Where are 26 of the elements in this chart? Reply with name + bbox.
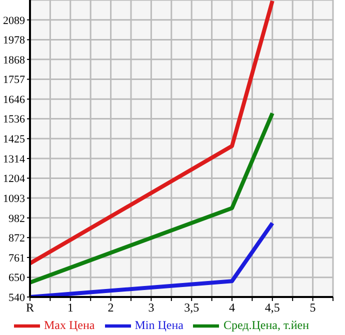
x-tick-label: 5	[310, 300, 316, 315]
y-tick-label: 872	[8, 232, 25, 245]
legend-label: Сред.Цена, т.йен	[223, 318, 310, 332]
y-tick-label: 1757	[3, 74, 26, 86]
y-tick-label: 1314	[3, 153, 26, 166]
x-tick-label: 3,5	[184, 300, 200, 315]
y-tick-label: 1978	[3, 34, 26, 47]
y-tick-label: 2089	[3, 14, 26, 27]
y-tick-label: 1536	[3, 114, 26, 126]
x-tick-label: 1	[67, 300, 74, 315]
y-tick-label: 1093	[3, 192, 26, 205]
x-tick-label: 4	[229, 300, 235, 315]
y-tick-label: 1204	[3, 173, 26, 186]
y-tick-label: 1425	[3, 134, 26, 146]
x-tick-label: 2	[108, 300, 114, 315]
x-tick-label: 3	[148, 300, 154, 315]
y-tick-label: 540	[8, 292, 26, 304]
y-tick-label: 1868	[3, 54, 26, 66]
y-tick-label: 650	[8, 272, 26, 284]
y-tick-label: 982	[8, 212, 25, 225]
x-tick-label: 4,5	[264, 300, 280, 315]
y-tick-label: 761	[8, 252, 25, 264]
x-tick-label: R	[26, 300, 34, 315]
legend-label: Min Цена	[134, 318, 184, 332]
y-tick-label: 1646	[3, 94, 26, 106]
legend-label: Max Цена	[44, 318, 95, 332]
